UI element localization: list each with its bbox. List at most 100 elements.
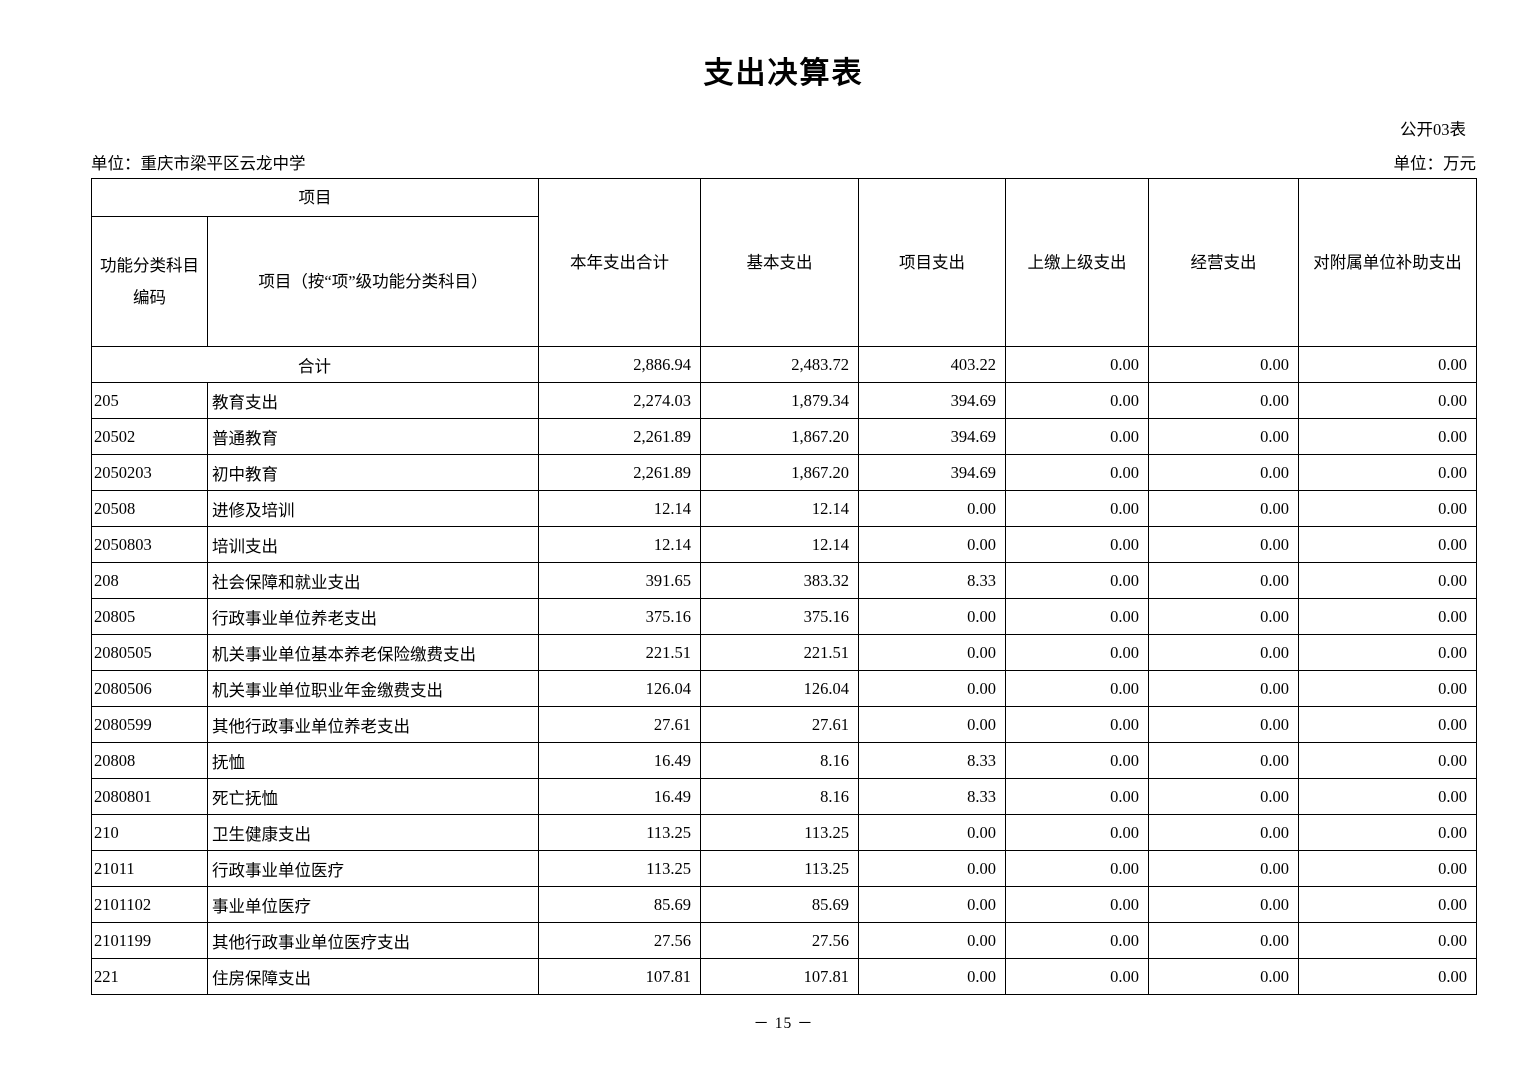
- row-name-cell: 事业单位医疗: [207, 886, 539, 923]
- row-value-cell: 8.33: [858, 562, 1006, 599]
- row-value-cell: 0.00: [1298, 670, 1477, 707]
- row-value-cell: 8.33: [858, 778, 1006, 815]
- page-number: － 15 －: [753, 1015, 814, 1032]
- header-col-operating: 经营支出: [1148, 178, 1299, 347]
- row-value-cell: 27.56: [538, 922, 701, 959]
- row-value-cell: 126.04: [700, 670, 859, 707]
- row-value-cell: 0.00: [1148, 850, 1299, 887]
- table-row: 20502 普通教育 2,261.89 1,867.20 394.69 0.00 0.00 0…: [91, 418, 1477, 455]
- row-value-cell: 0.00: [1298, 598, 1477, 635]
- unit-name-label: 单位：重庆市梁平区云龙中学: [91, 154, 306, 173]
- row-value-cell: 2,261.89: [538, 418, 701, 455]
- row-value-cell: 221.51: [538, 634, 701, 671]
- row-value-cell: 0.00: [1298, 706, 1477, 743]
- row-code-cell: 20508: [91, 490, 208, 527]
- row-value-cell: 0.00: [858, 922, 1006, 959]
- row-code-cell: 2050803: [91, 526, 208, 563]
- row-value-cell: 12.14: [700, 490, 859, 527]
- row-value-cell: 0.00: [1148, 670, 1299, 707]
- row-value-cell: 126.04: [538, 670, 701, 707]
- row-value-cell: 8.16: [700, 778, 859, 815]
- row-value-cell: 113.25: [700, 814, 859, 851]
- row-value-cell: 0.00: [1148, 382, 1299, 419]
- row-value-cell: 0.00: [1005, 634, 1149, 671]
- row-name-cell: 卫生健康支出: [207, 814, 539, 851]
- row-code-cell: 205: [91, 382, 208, 419]
- row-value-cell: 0.00: [1148, 562, 1299, 599]
- row-value-cell: 0.00: [858, 850, 1006, 887]
- row-code-cell: 20808: [91, 742, 208, 779]
- row-value-cell: 12.14: [538, 490, 701, 527]
- row-value-cell: 375.16: [538, 598, 701, 635]
- row-value-cell: 394.69: [858, 382, 1006, 419]
- row-value-cell: 113.25: [538, 850, 701, 887]
- row-value-cell: 8.33: [858, 742, 1006, 779]
- row-code-cell: 20502: [91, 418, 208, 455]
- row-name-cell: 教育支出: [207, 382, 539, 419]
- header-col-subsidy: 对附属单位补助支出: [1298, 178, 1477, 347]
- table-body: 合计 2,886.94 2,483.72 403.22 0.00 0.00 0.00 205 教…: [91, 346, 1477, 995]
- row-name-cell: 普通教育: [207, 418, 539, 455]
- row-value-cell: 375.16: [700, 598, 859, 635]
- row-value-cell: 107.81: [538, 958, 701, 995]
- row-value-cell: 0.00: [858, 670, 1006, 707]
- header-row-top: 项目 本年支出合计 基本支出 项目支出 上缴上级支出 经营支出 对附属单位补助支…: [91, 178, 1477, 347]
- row-value-cell: 2,483.72: [700, 346, 859, 383]
- header-row-sub: 功能分类科目 编码 项目（按“项”级功能分类科目）: [91, 216, 1477, 347]
- table-row: 2080801 死亡抚恤 16.49 8.16 8.33 0.00 0.00 0.00: [91, 778, 1477, 815]
- row-name-cell: 培训支出: [207, 526, 539, 563]
- row-value-cell: 0.00: [1005, 922, 1149, 959]
- table-row: 2080505 机关事业单位基本养老保险缴费支出 221.51 221.51 0.00 0…: [91, 634, 1477, 671]
- row-value-cell: 0.00: [1298, 346, 1477, 383]
- row-code-cell: 2080801: [91, 778, 208, 815]
- table-label: 公开03表: [1400, 120, 1466, 139]
- row-value-cell: 0.00: [858, 958, 1006, 995]
- row-name-cell: 其他行政事业单位养老支出: [207, 706, 539, 743]
- row-value-cell: 0.00: [1148, 634, 1299, 671]
- row-value-cell: 0.00: [1298, 526, 1477, 563]
- row-value-cell: 0.00: [1148, 958, 1299, 995]
- row-value-cell: 0.00: [1148, 490, 1299, 527]
- table-row: 2050203 初中教育 2,261.89 1,867.20 394.69 0.00 0.0…: [91, 454, 1477, 491]
- table-header: 项目 本年支出合计 基本支出 项目支出 上缴上级支出 经营支出 对附属单位补助支…: [91, 178, 1477, 347]
- row-value-cell: 0.00: [1298, 454, 1477, 491]
- row-code-cell: 2080506: [91, 670, 208, 707]
- row-value-cell: 27.61: [700, 706, 859, 743]
- row-value-cell: 0.00: [1298, 562, 1477, 599]
- header-col-upturn: 上缴上级支出: [1005, 178, 1149, 347]
- row-name-cell: 初中教育: [207, 454, 539, 491]
- row-value-cell: 0.00: [1298, 490, 1477, 527]
- page-title: 支出决算表: [703, 57, 864, 90]
- unit-measure-label: 单位：万元: [1393, 154, 1477, 173]
- row-value-cell: 0.00: [858, 526, 1006, 563]
- row-name-cell: 死亡抚恤: [207, 778, 539, 815]
- row-value-cell: 0.00: [1148, 706, 1299, 743]
- row-value-cell: 113.25: [538, 814, 701, 851]
- row-value-cell: 0.00: [1148, 526, 1299, 563]
- row-name-cell: 进修及培训: [207, 490, 539, 527]
- row-value-cell: 0.00: [858, 814, 1006, 851]
- row-value-cell: 0.00: [858, 490, 1006, 527]
- table-row: 2050803 培训支出 12.14 12.14 0.00 0.00 0.00 0.00: [91, 526, 1477, 563]
- row-value-cell: 0.00: [1298, 742, 1477, 779]
- row-value-cell: 0.00: [1298, 382, 1477, 419]
- row-value-cell: 27.61: [538, 706, 701, 743]
- row-value-cell: 0.00: [1005, 346, 1149, 383]
- row-value-cell: 0.00: [1298, 922, 1477, 959]
- row-value-cell: 0.00: [1148, 454, 1299, 491]
- row-value-cell: 12.14: [700, 526, 859, 563]
- row-total-label-cell: 合计: [91, 346, 539, 383]
- row-value-cell: 0.00: [1005, 814, 1149, 851]
- row-value-cell: 383.32: [700, 562, 859, 599]
- row-value-cell: 107.81: [700, 958, 859, 995]
- row-value-cell: 27.56: [700, 922, 859, 959]
- row-value-cell: 0.00: [1005, 958, 1149, 995]
- table-row: 2080599 其他行政事业单位养老支出 27.61 27.61 0.00 0.00 0.0…: [91, 706, 1477, 743]
- row-code-cell: 21011: [91, 850, 208, 887]
- document-page: 支出决算表 公开03表 单位：重庆市梁平区云龙中学 单位：万元 项目 本年支出合…: [91, 0, 1477, 1033]
- row-value-cell: 0.00: [1148, 742, 1299, 779]
- header-project-group: 项目: [91, 178, 539, 217]
- row-code-cell: 2080599: [91, 706, 208, 743]
- row-value-cell: 0.00: [1148, 814, 1299, 851]
- row-value-cell: 1,867.20: [700, 454, 859, 491]
